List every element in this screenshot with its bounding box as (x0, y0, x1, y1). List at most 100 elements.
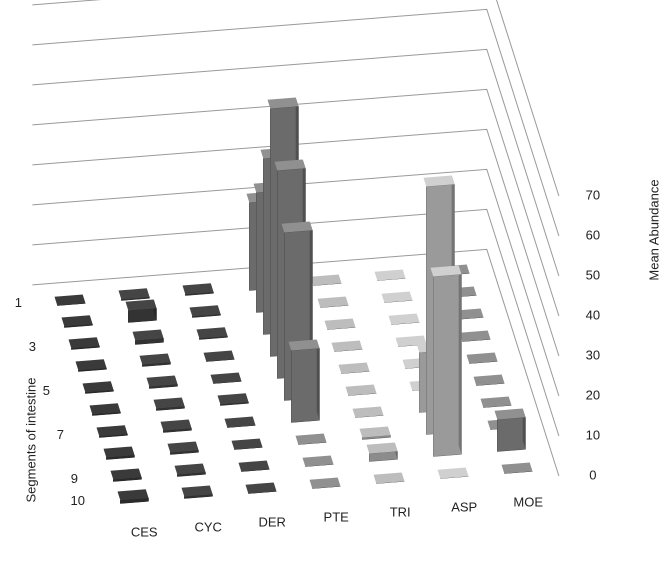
bar (96, 425, 128, 438)
depth-tick-label: 9 (71, 471, 78, 486)
bar (295, 433, 327, 445)
bar (381, 291, 413, 303)
bar (317, 296, 349, 308)
bar-top (174, 463, 206, 475)
bar (437, 467, 469, 479)
bar (210, 372, 242, 384)
bar-top (345, 384, 377, 396)
bar (309, 477, 341, 489)
bar-top (132, 329, 164, 341)
x-tick-label: PTE (324, 510, 350, 525)
bar-top (338, 362, 370, 374)
bar (288, 339, 320, 423)
bar-top (494, 408, 526, 420)
bar-top (501, 462, 533, 474)
x-tick-label: ASP (451, 500, 477, 515)
bar (231, 438, 263, 450)
bar (238, 460, 270, 472)
bar-top (117, 489, 149, 501)
bar (352, 406, 384, 418)
bar (146, 375, 178, 389)
bar (174, 463, 206, 477)
bar (366, 442, 398, 462)
y-axis-label: Mean Abundance (646, 179, 661, 280)
y-tick-label: 40 (586, 307, 600, 322)
bar (430, 265, 462, 457)
bar (103, 446, 135, 460)
bar-top (125, 299, 157, 311)
bar-side (316, 339, 320, 421)
bar (82, 381, 114, 394)
bar-top (167, 441, 199, 453)
bar-top (366, 442, 398, 454)
grid-line (32, 8, 560, 237)
y-tick-label: 20 (586, 387, 600, 402)
bar (480, 396, 512, 408)
bar-top (189, 305, 221, 317)
bar-front (291, 348, 320, 423)
bar-top (480, 396, 512, 408)
y-tick-label: 70 (586, 187, 600, 202)
bar (388, 313, 420, 325)
bar (373, 472, 405, 484)
bar-top (324, 318, 356, 330)
grid-line (32, 168, 560, 397)
x-tick-label: CES (131, 525, 158, 540)
bar (473, 374, 505, 386)
bar-top (310, 274, 342, 286)
bar (89, 403, 121, 416)
bar-top (388, 313, 420, 325)
bar-top (267, 97, 299, 109)
bar (345, 384, 377, 396)
bar (139, 353, 171, 367)
bar-top (238, 460, 270, 472)
x-tick-label: DER (258, 515, 285, 530)
bar (160, 419, 192, 433)
bar (466, 352, 498, 364)
grid-line (32, 88, 560, 317)
grid-line (32, 208, 560, 437)
bar-top (302, 455, 334, 467)
depth-tick-label: 1 (15, 295, 22, 310)
bar-side (458, 265, 462, 455)
bar (310, 274, 342, 286)
bar-top (224, 416, 256, 428)
y-tick-label: 10 (586, 427, 600, 442)
bar-top (110, 468, 142, 480)
depth-tick-label: 10 (71, 493, 85, 508)
bar-top (430, 265, 462, 277)
bar-top (146, 375, 178, 387)
bar-top (245, 482, 277, 494)
bar-front (433, 274, 462, 457)
bar (501, 462, 533, 474)
bar (196, 327, 228, 340)
y-tick-label: 30 (586, 347, 600, 362)
bar-top (203, 350, 235, 362)
bar (302, 455, 334, 467)
bar-top (160, 419, 192, 431)
bar (331, 340, 363, 352)
bar-top (118, 288, 150, 300)
bar (494, 408, 526, 452)
bar-top (274, 159, 306, 171)
bar-top (196, 327, 228, 339)
bar-top (210, 372, 242, 384)
bar-top (317, 296, 349, 308)
bar (68, 337, 100, 350)
bar (338, 362, 370, 374)
bar-side (522, 408, 526, 450)
bar-top (459, 330, 491, 342)
bar-top (89, 403, 121, 415)
y-tick-label: 0 (589, 467, 596, 482)
bar (117, 489, 149, 504)
bar-top (153, 397, 185, 409)
bar (324, 318, 356, 330)
bar-top (352, 406, 384, 418)
bar-front (128, 308, 157, 323)
bar (61, 315, 93, 328)
bar-top (309, 477, 341, 489)
bar-top (103, 446, 135, 458)
bar (181, 485, 213, 499)
bar-top (473, 374, 505, 386)
depth-axis-label: Segments of intestine (23, 377, 38, 502)
